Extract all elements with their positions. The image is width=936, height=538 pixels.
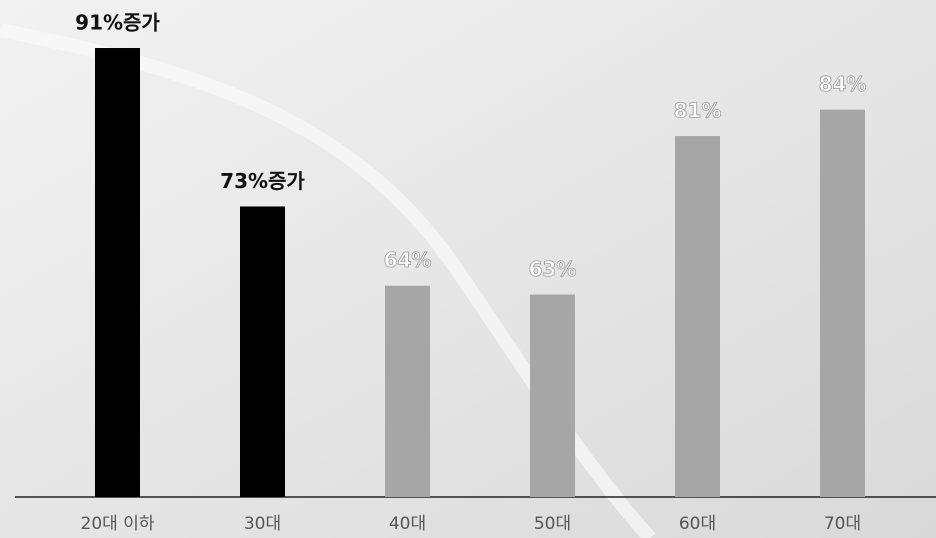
value-label: 91%증가 xyxy=(75,11,160,35)
x-tick-label: 30대 xyxy=(244,514,281,534)
x-tick-label: 70대 xyxy=(824,514,861,534)
x-tick-label: 20대 이하 xyxy=(81,514,155,534)
value-label: 73%증가 xyxy=(220,169,305,193)
bar xyxy=(240,206,285,497)
bar xyxy=(820,109,865,498)
x-tick-label: 50대 xyxy=(534,514,571,534)
bar xyxy=(95,48,140,498)
bar xyxy=(675,136,720,497)
bar xyxy=(530,294,575,497)
value-label: 81% xyxy=(674,99,722,123)
value-label: 84% xyxy=(819,72,867,96)
background-decoration xyxy=(0,23,656,538)
x-tick-label: 60대 xyxy=(679,514,716,534)
value-label: 64% xyxy=(384,248,432,272)
bar xyxy=(385,285,430,497)
x-tick-label: 40대 xyxy=(389,514,426,534)
value-label: 63% xyxy=(529,257,577,281)
